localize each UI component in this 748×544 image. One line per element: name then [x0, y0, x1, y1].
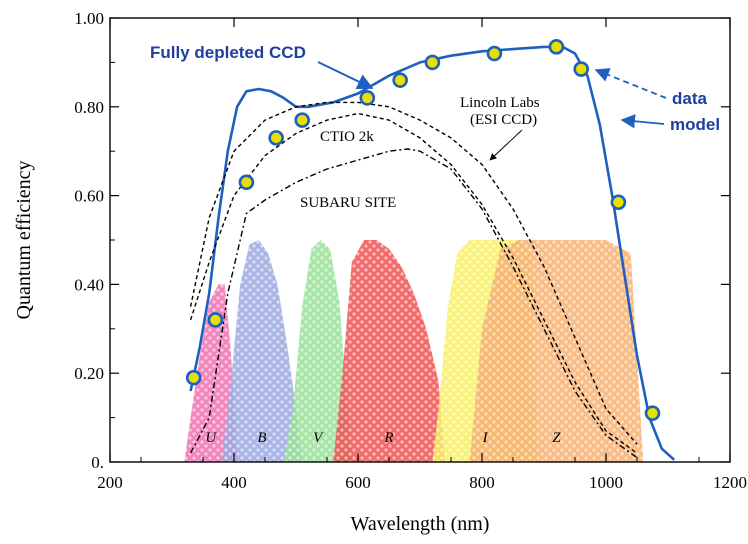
x-tick-label: 1000 [589, 473, 623, 492]
label-subaru: SUBARU SITE [300, 195, 396, 211]
data-point [268, 130, 284, 146]
band-label-z: Z [552, 430, 561, 446]
data-point [548, 39, 565, 55]
x-tick-label: 1200 [713, 473, 747, 492]
x-tick-label: 600 [345, 473, 371, 492]
y-axis-title: Quantum efficiency [13, 160, 35, 319]
arrow-fully-depleted-ccd [317, 61, 374, 89]
data-point [185, 369, 202, 386]
y-tick-label: 0.20 [74, 364, 104, 383]
y-tick-label: 0.40 [74, 275, 104, 294]
band-r-texture [333, 240, 445, 462]
band-label-i: I [482, 430, 489, 446]
band-u-texture [184, 284, 238, 462]
y-tick-label: 1.00 [74, 9, 104, 28]
band-v-texture [283, 240, 352, 462]
filter-bands [184, 240, 644, 462]
data-point [207, 312, 224, 328]
arrow-lincoln-labs [489, 129, 523, 161]
label-data: data [672, 89, 708, 108]
band-label-u: U [205, 430, 217, 446]
data-points [185, 39, 661, 421]
tick-labels: 200 400 600 800 1000 1200 0. 0.20 0.40 0.60 0.80 1.… [74, 9, 747, 492]
band-label-b: B [257, 430, 266, 446]
x-tick-label: 400 [221, 473, 247, 492]
data-point [424, 54, 441, 71]
x-axis-title: Wavelength (nm) [351, 513, 490, 535]
series-line-0 [189, 45, 676, 461]
series-line-2 [189, 101, 638, 445]
data-point [573, 61, 590, 77]
band-label-v: V [313, 430, 324, 446]
x-tick-label: 200 [97, 473, 123, 492]
data-point [486, 45, 503, 62]
data-point [294, 112, 311, 128]
data-point [392, 72, 408, 88]
y-tick-label: 0. [91, 453, 104, 472]
arrow-model [620, 114, 665, 129]
data-point [644, 405, 661, 421]
data-point [238, 174, 255, 191]
series-line-4 [189, 148, 638, 459]
band-b-texture [221, 240, 303, 462]
axis-ticks [109, 17, 731, 463]
y-tick-label: 0.80 [74, 98, 104, 117]
band-z-texture [469, 240, 644, 462]
x-tick-label: 800 [469, 473, 495, 492]
data-point [610, 194, 627, 211]
label-fully-depleted-ccd: Fully depleted CCD [150, 43, 306, 62]
arrow-data [594, 68, 667, 99]
label-ctio: CTIO 2k [320, 129, 374, 145]
band-label-r: R [383, 430, 393, 446]
label-esi-ccd: (ESI CCD) [470, 112, 537, 128]
label-model: model [670, 115, 720, 134]
data-point [359, 90, 376, 106]
label-lincoln-labs: Lincoln Labs [460, 95, 540, 111]
y-tick-label: 0.60 [74, 187, 104, 206]
